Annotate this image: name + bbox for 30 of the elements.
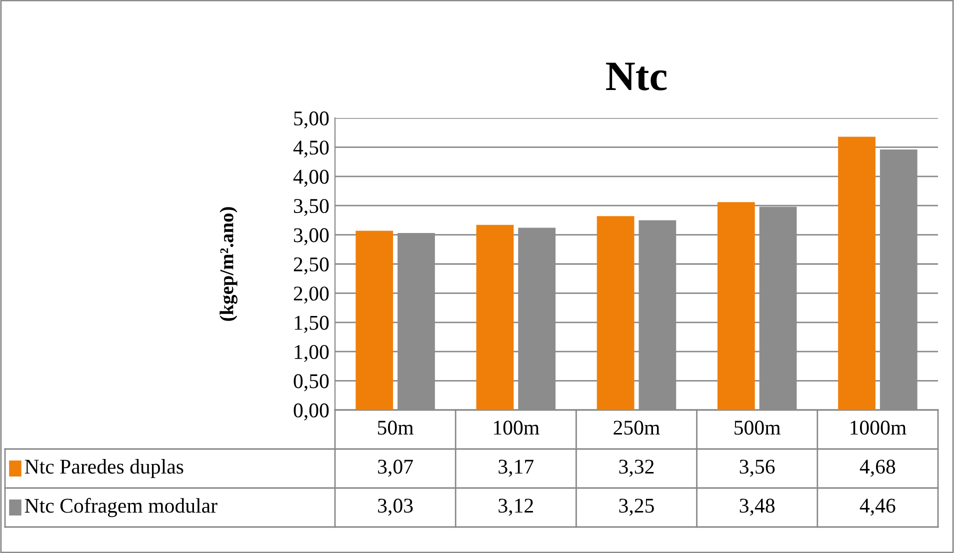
data-label: 4,46 (860, 498, 896, 516)
data-label: 3,17 (498, 460, 534, 477)
chart-title: Ntc (606, 62, 667, 90)
x-tick-label: 1000m (850, 420, 906, 435)
data-label: 3,25 (619, 498, 654, 516)
y-axis-title: (kgep/m².ano) (220, 207, 238, 321)
y-tick-label: 4,50 (293, 140, 329, 158)
x-tick-label: 500m (734, 420, 780, 435)
x-tick-label: 100m (494, 420, 540, 435)
data-label: 3,48 (740, 498, 775, 516)
data-label: 3,03 (378, 498, 413, 516)
x-tick-label: 250m (614, 420, 660, 435)
data-label: 3,56 (740, 460, 775, 477)
data-label: 4,68 (860, 460, 896, 477)
y-tick-label: 1,00 (294, 344, 329, 362)
y-tick-label: 0,50 (294, 374, 329, 392)
y-tick-label: 2,00 (294, 286, 329, 304)
y-tick-label: 5,00 (294, 111, 329, 128)
legend-label: Ntc Paredes duplas (24, 459, 184, 478)
y-tick-label: 3,50 (294, 198, 329, 216)
y-tick-label: 3,00 (294, 228, 329, 246)
y-tick-label: 1,50 (294, 316, 329, 333)
y-tick-label: 0,00 (294, 403, 329, 420)
legend-label: Ntc Cofragem modular (24, 498, 218, 518)
y-tick-label: 4,00 (293, 170, 329, 187)
data-label: 3,07 (378, 460, 413, 477)
x-tick-label: 50m (378, 420, 414, 435)
y-tick-label: 2,50 (294, 257, 329, 274)
data-label: 3,32 (619, 460, 654, 477)
data-label: 3,12 (498, 498, 533, 516)
